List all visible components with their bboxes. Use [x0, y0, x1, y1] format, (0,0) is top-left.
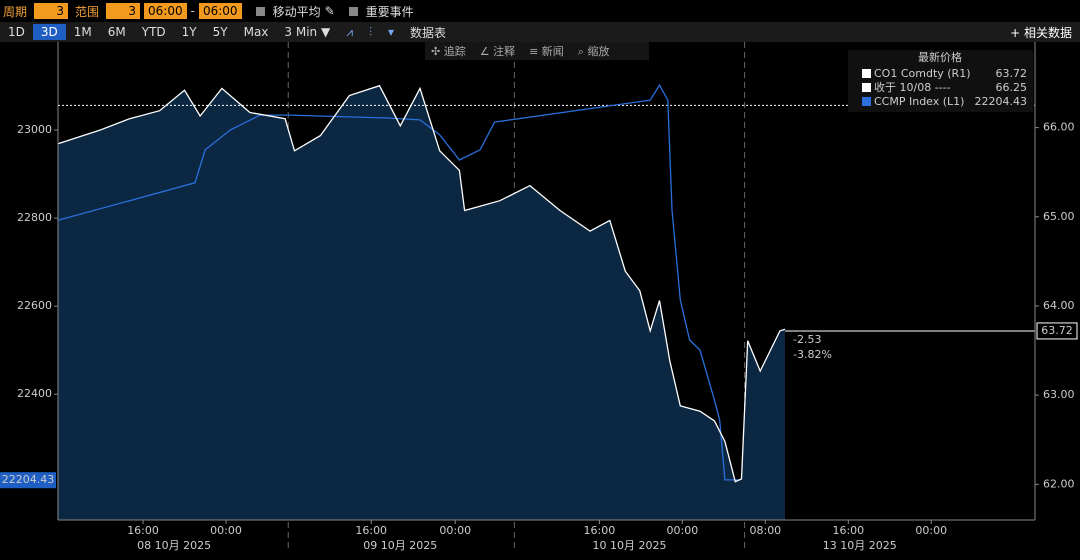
x-tick-label: 08:00	[749, 524, 781, 537]
legend-swatch	[862, 83, 871, 92]
chart-tool[interactable]: ⌕ 缩放	[578, 43, 610, 59]
x-tick-label: 00:00	[915, 524, 947, 537]
range-button[interactable]: 1M	[73, 25, 92, 39]
y-tick-label: 22600	[17, 299, 52, 312]
range-button[interactable]: 1Y	[181, 25, 197, 39]
y2-tick-label: 66.00	[1043, 121, 1075, 134]
x-tick-label: 00:00	[439, 524, 471, 537]
legend-title: 最新价格	[918, 50, 962, 64]
legend-box	[848, 50, 1033, 112]
date-label: 10 10月 2025	[592, 539, 666, 552]
tool-label: 追踪	[443, 45, 466, 58]
y-tick-label: 22400	[17, 387, 52, 400]
chart-tool[interactable]: ∠ 注释	[480, 43, 515, 59]
y2-tick-label: 63.00	[1043, 388, 1075, 401]
x-tick-label: 16:00	[355, 524, 387, 537]
chart-tool[interactable]: ≡ 新闻	[529, 43, 564, 59]
x-tick-label: 00:00	[210, 524, 242, 537]
dropdown[interactable]: ▾	[388, 25, 395, 39]
range-button[interactable]: 6M	[107, 25, 126, 39]
key-events[interactable]: 重要事件	[365, 4, 414, 19]
date-label: 13 10月 2025	[823, 539, 897, 552]
range-button[interactable]: YTD	[141, 25, 166, 39]
legend-swatch	[862, 69, 871, 78]
period-input[interactable]: 3	[34, 3, 69, 19]
legend-value: 63.72	[996, 67, 1028, 80]
tool-label: 新闻	[541, 45, 564, 58]
last-tag	[1036, 322, 1078, 340]
legend-label: CO1 Comdty (R1)	[874, 67, 971, 80]
moving-average[interactable]: 移动平均	[272, 4, 321, 19]
series-line	[57, 83, 740, 481]
change-pct: -3.82%	[793, 348, 832, 361]
start-input[interactable]: 06:00	[144, 3, 187, 19]
series-area	[58, 85, 785, 520]
line-icon[interactable]: ⩘	[346, 24, 353, 39]
series-line	[57, 84, 786, 483]
legend-value: 66.25	[996, 81, 1028, 94]
interval[interactable]: 3 Min ▼	[284, 25, 331, 39]
range-button[interactable]: 3D	[32, 24, 66, 40]
chart-tool[interactable]: ✣ 追踪	[431, 43, 466, 59]
tool-icon: ∠	[479, 45, 494, 58]
range-button[interactable]: 5Y	[212, 25, 228, 39]
tool-label: 注释	[493, 45, 516, 58]
tool-icon: ⌕	[577, 45, 588, 58]
range-buttons: 1D 3D 1M 6M YTD 1Y 5Y Max	[0, 24, 276, 40]
y2-tick-label: 62.00	[1043, 477, 1075, 490]
tool-icon: ✣	[431, 45, 444, 58]
range-bar: 1D 3D 1M 6M YTD 1Y 5Y Max 3 Min ▼ ⩘ ⫶ ▾ 数据表 + 相…	[0, 22, 1080, 42]
tool-icon: ≡	[529, 45, 542, 58]
table-button[interactable]: 数据表	[410, 25, 447, 40]
range-button[interactable]: 1D	[8, 25, 25, 39]
range-button[interactable]: Max	[243, 25, 269, 39]
change: -2.53	[793, 333, 821, 346]
pencil-icon[interactable]: ✎	[324, 4, 335, 18]
range-input[interactable]: 3	[106, 3, 141, 19]
y2-tick-label: 64.00	[1043, 299, 1075, 312]
chart-tools: ✣ 追踪 ∠ 注释 ≡ 新闻 ⌕ 缩放	[425, 42, 649, 60]
x-tick-label: 00:00	[667, 524, 699, 537]
left-tag-text: 22204.43	[2, 473, 55, 486]
toolbar: 周期 3 范围 3 06:00 - 06:00 移动平均 ✎ 重要事件	[0, 0, 1080, 22]
x-tick-label: 16:00	[832, 524, 864, 537]
end-input[interactable]: 06:00	[198, 3, 242, 19]
legend-label: CCMP Index (L1)	[874, 95, 964, 108]
range-label: 范围	[75, 4, 100, 19]
legend: 最新价格 CO1 Comdty (R1) 63.72 收于 10/08 ---- 66.…	[848, 50, 1033, 112]
legend-value: 22204.43	[975, 95, 1028, 108]
x-tick-label: 16:00	[584, 524, 616, 537]
related-data[interactable]: + 相关数据	[1010, 25, 1072, 40]
last-tag-text: 63.72	[1041, 324, 1073, 337]
date-label: 09 10月 2025	[363, 539, 437, 552]
left-tag	[0, 472, 56, 489]
date-label: 08 10月 2025	[137, 539, 211, 552]
tool-label: 缩放	[587, 45, 610, 58]
y2-tick-label: 65.00	[1043, 210, 1075, 223]
dash: -	[190, 4, 195, 18]
y-tick-label: 23000	[17, 123, 52, 136]
checkbox[interactable]	[255, 6, 265, 16]
legend-label: 收于 10/08 ----	[874, 80, 951, 94]
legend-swatch	[862, 97, 871, 106]
x-tick-label: 16:00	[127, 524, 159, 537]
period-label: 周期	[3, 4, 28, 19]
y-tick-label: 22800	[17, 211, 52, 224]
checkbox[interactable]	[348, 6, 358, 16]
bar-icon[interactable]: ⫶	[368, 24, 372, 39]
